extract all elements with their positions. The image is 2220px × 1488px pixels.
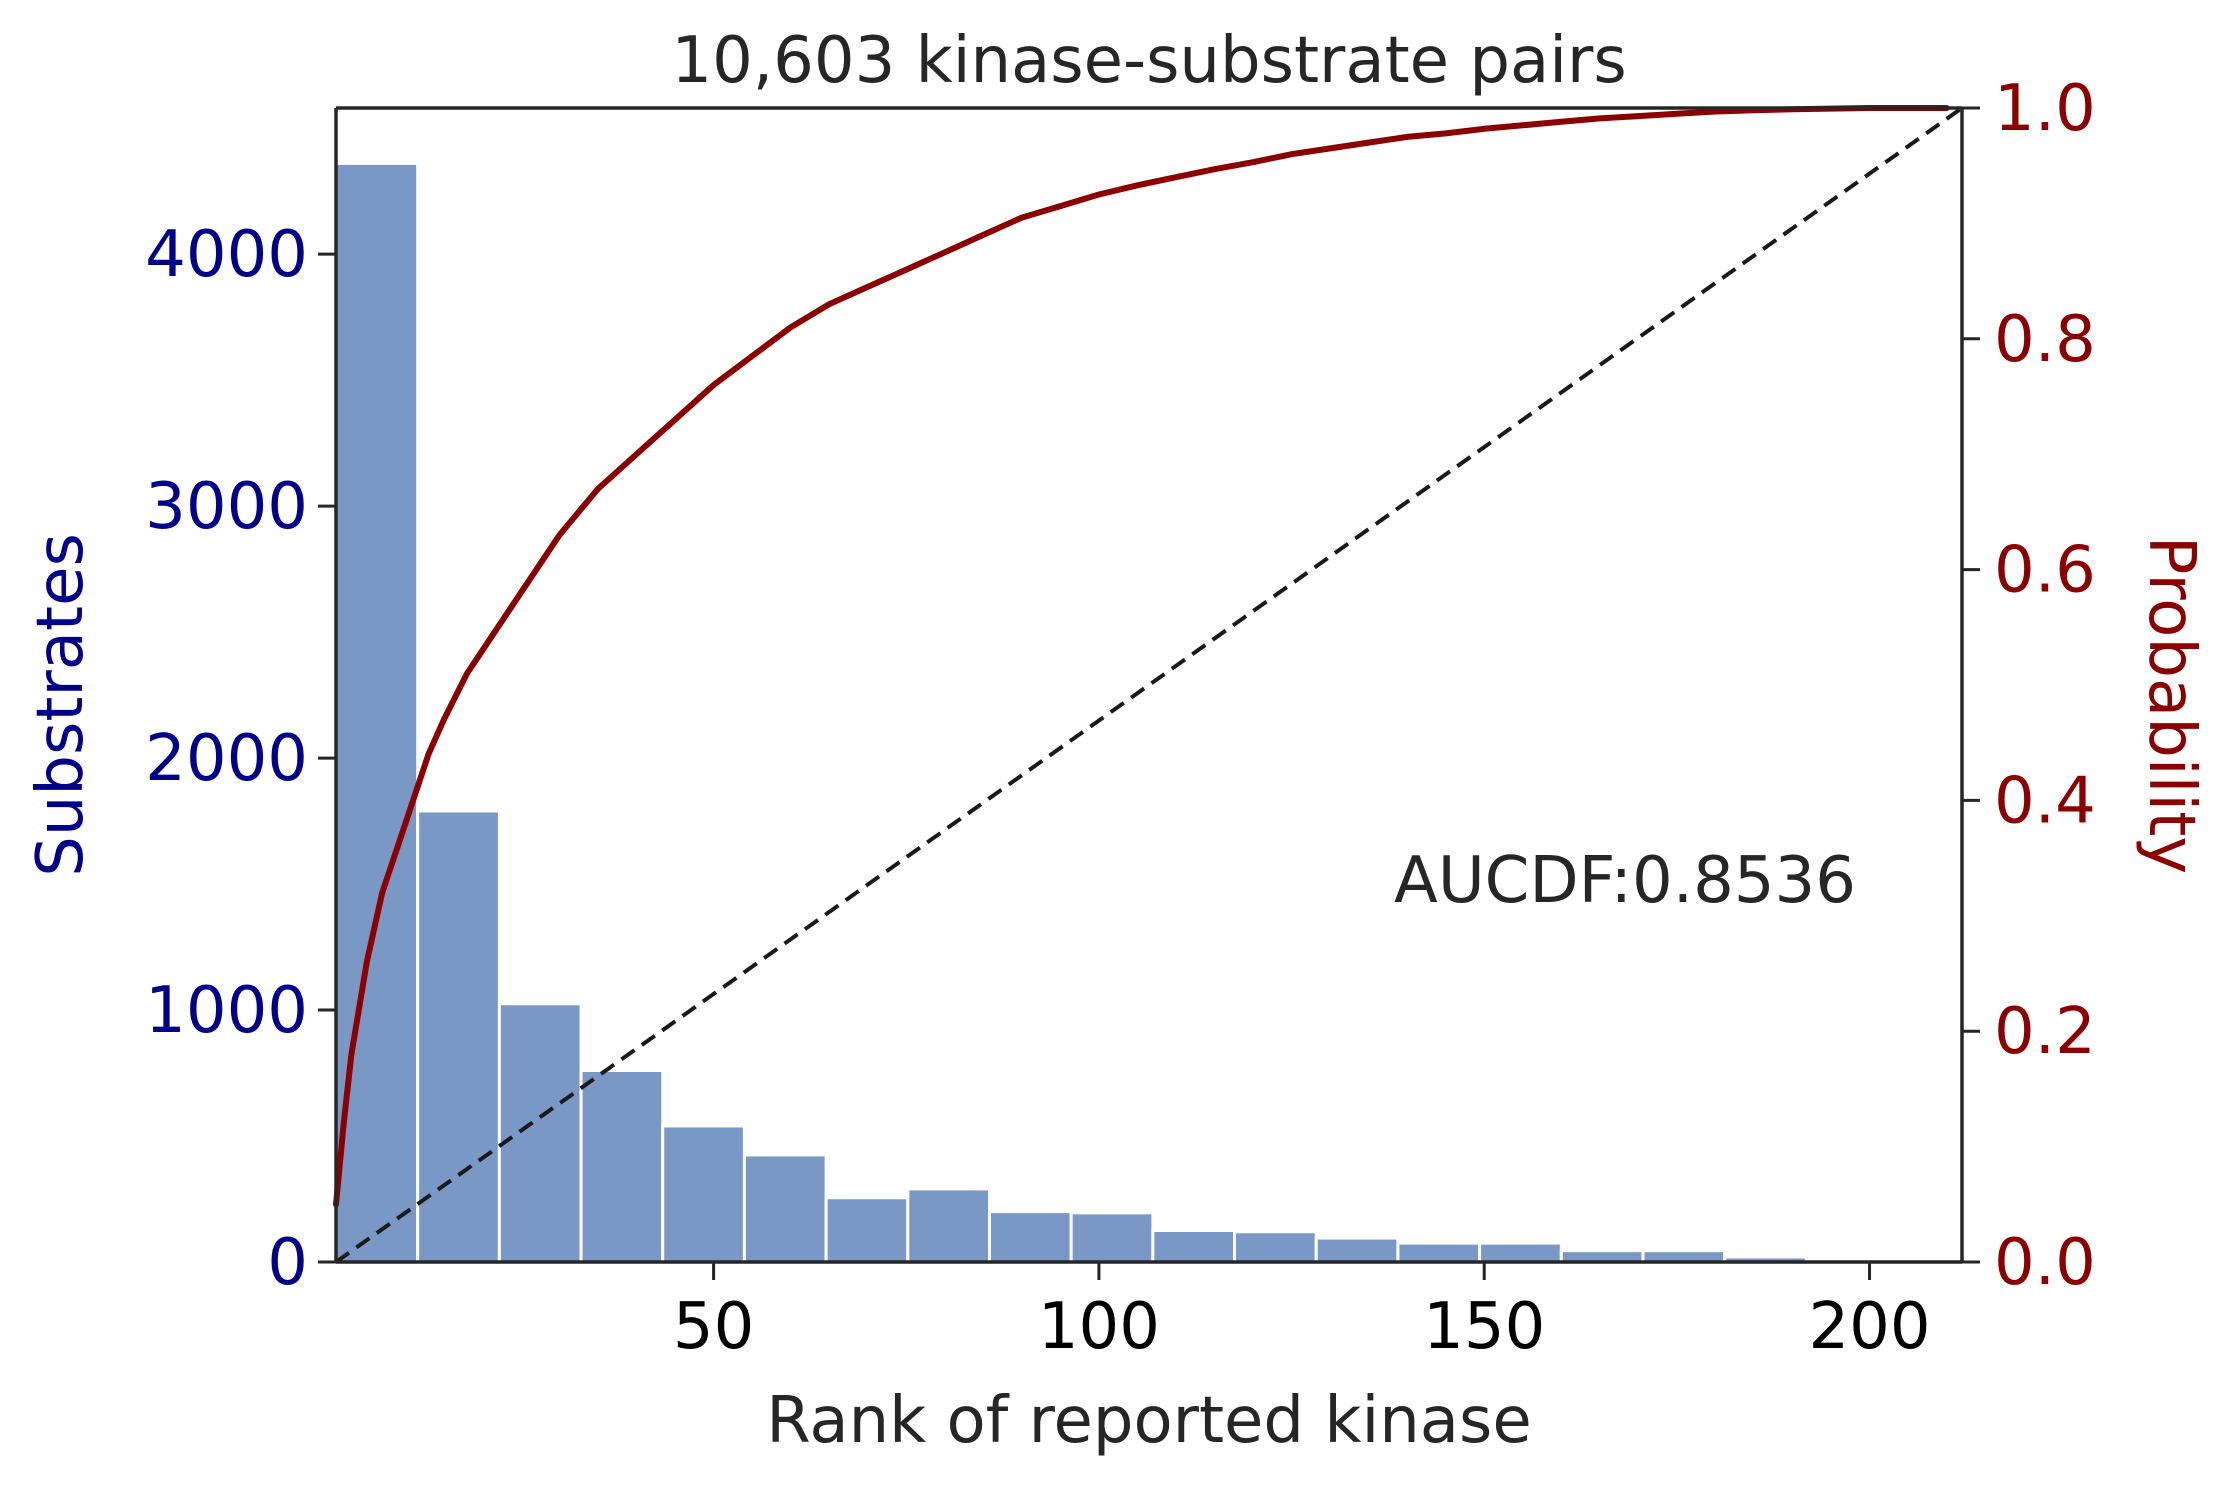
x-tick-label: 200 <box>1808 1290 1930 1364</box>
y-right-tick-label: 1.0 <box>1994 72 2096 146</box>
histogram-bar <box>1478 1241 1563 1264</box>
histogram-bar <box>579 1069 665 1264</box>
y-right-tick-label: 0.0 <box>1994 1226 2096 1300</box>
histogram-bar <box>1233 1230 1318 1264</box>
histogram-bar <box>824 1196 910 1264</box>
y-axis-label-right: Probability <box>2134 536 2208 874</box>
diagonal-reference-line <box>334 106 1964 1264</box>
y-right-tick-label: 0.2 <box>1994 995 2096 1069</box>
bars-layer <box>334 161 1890 1264</box>
x-tick-label: 50 <box>673 1290 754 1364</box>
axes-layer <box>334 106 1964 1264</box>
cdf-line <box>333 105 1950 1208</box>
x-tick-label: 150 <box>1423 1290 1545 1364</box>
y-left-tick-label: 3000 <box>145 470 308 544</box>
histogram-bar <box>416 809 501 1264</box>
ticks-layer: 0 1000 2000 3000 4000 0.0 0.2 0.4 0.6 0.8 1.0 50 100… <box>145 72 2096 1364</box>
histogram-bar <box>661 1124 746 1264</box>
y-axis-label-left: Substrates <box>24 533 98 877</box>
chart-title: 10,603 kinase-substrate pairs <box>671 24 1626 98</box>
y-right-tick-label: 0.6 <box>1994 534 2096 608</box>
histogram-bar <box>987 1210 1073 1264</box>
x-axis-label: Rank of reported kinase <box>766 1384 1531 1458</box>
y-right-tick-label: 0.4 <box>1994 764 2096 838</box>
histogram-bar <box>1151 1229 1237 1264</box>
diagonal-layer <box>334 106 1964 1264</box>
y-left-tick-label: 1000 <box>145 974 308 1048</box>
histogram-bar <box>1314 1236 1400 1264</box>
histogram-bar <box>1069 1211 1155 1264</box>
auc-annotation: AUCDF:0.8536 <box>1394 844 1856 918</box>
y-right-tick-label: 0.8 <box>1994 303 2096 377</box>
histogram-bar <box>1396 1241 1482 1264</box>
histogram-bar <box>742 1153 828 1264</box>
cdf-layer <box>333 105 1950 1208</box>
histogram-bar <box>497 1002 583 1264</box>
y-left-tick-label: 0 <box>267 1226 308 1300</box>
histogram-bar <box>906 1187 991 1264</box>
x-tick-label: 100 <box>1038 1290 1160 1364</box>
y-left-tick-label: 2000 <box>145 722 308 796</box>
y-left-tick-label: 4000 <box>145 218 308 292</box>
